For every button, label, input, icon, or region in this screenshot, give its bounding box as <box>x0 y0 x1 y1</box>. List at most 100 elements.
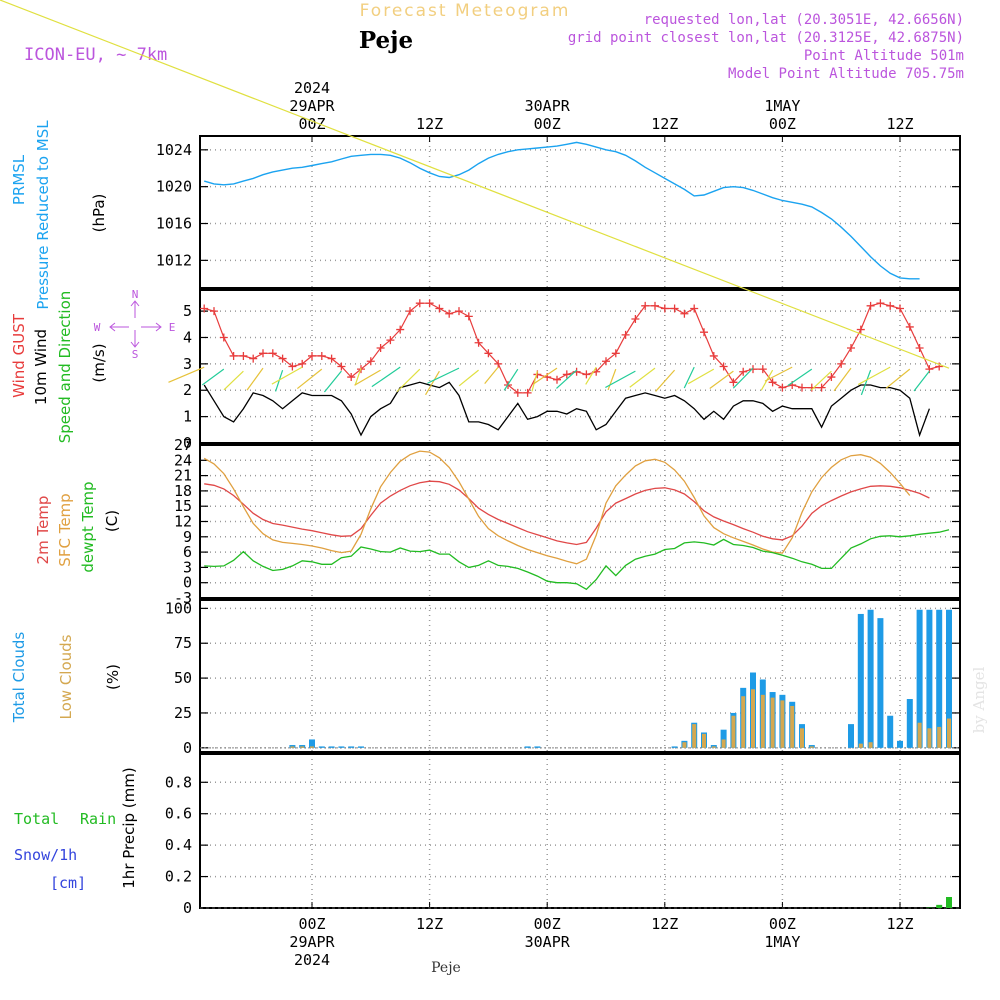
pressure-labels: PRMSL Pressure Reduced to MSL (hPa) <box>10 120 108 310</box>
y-tick-label: -3 <box>174 589 192 607</box>
pressure-msl-label: Pressure Reduced to MSL <box>34 120 52 310</box>
wind-arrow <box>860 369 872 396</box>
total-cloud-bar <box>534 746 541 748</box>
wind-arrow <box>246 367 264 391</box>
wind-arrow <box>556 369 578 389</box>
low-clouds-label: Low Clouds <box>57 634 75 719</box>
wind-10m-label: 10m Wind <box>32 329 50 405</box>
gust-marker <box>376 344 385 353</box>
total-cloud-bar <box>720 729 727 748</box>
gust-marker <box>680 309 689 318</box>
y-tick-label: 12 <box>174 513 192 531</box>
rain-bar <box>946 897 952 908</box>
precip-total-label: Total <box>14 810 59 828</box>
total-cloud-bar <box>946 609 952 748</box>
wind-arrow <box>607 368 617 391</box>
gust-marker <box>455 307 463 316</box>
gust-marker <box>896 304 904 313</box>
wind-arrow <box>683 366 695 389</box>
snow-label: Snow/1h <box>14 846 77 864</box>
bottom-time-label: 1MAY <box>764 933 800 951</box>
snow-unit-label: [cm] <box>50 874 86 892</box>
gust-marker <box>308 351 316 360</box>
low-cloud-bar <box>760 694 765 748</box>
wind-arrow <box>201 368 225 386</box>
gust-marker <box>602 357 610 366</box>
gust-marker <box>553 375 561 384</box>
panel-frame <box>199 444 961 599</box>
bottom-time-label: 12Z <box>651 915 678 933</box>
gust-marker <box>239 351 248 360</box>
y-tick-label: 0.2 <box>165 868 192 886</box>
total-cloud-bar <box>524 746 531 748</box>
wind-arrow <box>810 370 832 391</box>
wind-arrow <box>532 367 558 385</box>
gust-marker <box>719 362 728 371</box>
panel-frame <box>199 135 961 289</box>
gust-marker <box>327 354 336 363</box>
total-cloud-bar <box>887 715 894 748</box>
y-tick-label: 1016 <box>156 215 192 233</box>
gust-marker <box>484 349 493 358</box>
total-cloud-bar <box>867 609 874 748</box>
low-cloud-bar <box>927 728 932 748</box>
gust-marker <box>494 359 503 368</box>
total-cloud-bar <box>358 746 364 748</box>
gust-marker <box>739 367 748 376</box>
chart-title: Forecast Meteogram <box>360 1 571 21</box>
wind-arrow <box>427 367 460 384</box>
compass-rose: N S W E <box>94 288 176 361</box>
low-cloud-bar <box>702 733 706 748</box>
wind-arrow <box>503 368 519 391</box>
low-cloud-bar <box>780 700 785 748</box>
y-tick-label: 50 <box>174 669 192 687</box>
wind-arrow <box>687 368 715 385</box>
low-cloud-bar <box>721 739 726 748</box>
gust-marker <box>278 354 287 363</box>
total-cloud-bar <box>906 699 913 748</box>
y-tick-label: 9 <box>183 528 192 546</box>
total-cloud-bar <box>338 746 345 748</box>
compass-e: E <box>169 321 176 334</box>
y-tick-label: 27 <box>174 436 192 454</box>
y-tick-label: 0 <box>183 899 192 917</box>
gust-marker <box>749 365 757 374</box>
location-title: Peje <box>359 27 413 54</box>
bottom-time-label: 12Z <box>416 915 443 933</box>
gust-marker <box>729 378 738 387</box>
low-cloud-bar <box>800 728 804 748</box>
gust-marker <box>876 299 885 308</box>
top-time-label: 29APR <box>289 97 335 115</box>
low-cloud-bar <box>809 746 814 748</box>
total-cloud-bar <box>309 739 315 748</box>
low-cloud-bar <box>790 705 795 748</box>
model-label: ICON-EU, ~ 7km <box>24 45 167 65</box>
gust-marker <box>337 362 346 371</box>
gust-marker <box>700 328 708 337</box>
total-cloud-bar <box>848 724 854 748</box>
wind-arrow <box>323 370 342 393</box>
bottom-time-label: 12Z <box>886 915 913 933</box>
wind-arrow <box>585 366 597 385</box>
gust-marker <box>386 336 395 345</box>
gust-marker <box>670 304 679 313</box>
gust-marker <box>210 307 218 316</box>
bottom-time-label: 00Z <box>769 915 796 933</box>
wind-arrow <box>296 368 323 390</box>
y-tick-label: 1020 <box>156 178 192 196</box>
gust-marker <box>435 304 444 313</box>
y-tick-label: 3 <box>183 355 192 373</box>
y-tick-label: 15 <box>174 497 192 515</box>
gust-marker <box>915 344 924 353</box>
wind-arrow <box>168 366 205 383</box>
hpa-unit-label: (hPa) <box>90 194 108 233</box>
total-cloud-bar <box>671 746 678 748</box>
gust-marker <box>572 367 581 376</box>
wind-arrow <box>396 368 421 393</box>
gust-marker <box>631 315 640 324</box>
gust-marker <box>249 354 258 363</box>
low-cloud-bar <box>937 726 942 748</box>
gust-marker <box>660 304 669 313</box>
gust-marker <box>758 365 767 374</box>
compass-arrows <box>109 300 162 348</box>
